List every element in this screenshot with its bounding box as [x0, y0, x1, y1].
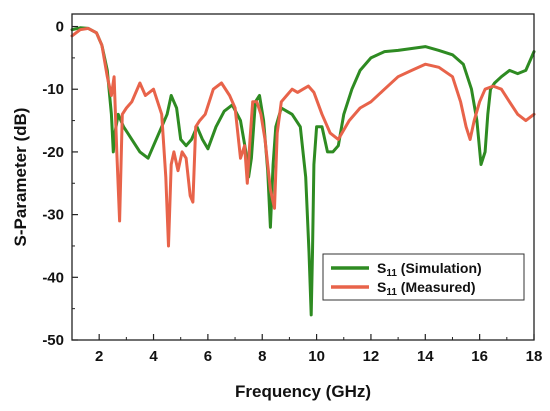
y-tick-label: -10 [42, 81, 64, 98]
y-tick-label: 0 [56, 19, 64, 36]
y-tick-label: -40 [42, 269, 64, 286]
x-tick-label: 12 [363, 348, 380, 365]
x-tick-label: 10 [308, 348, 325, 365]
y-tick-label: -20 [42, 144, 64, 161]
series-line-2 [72, 28, 534, 246]
legend: S11 (Simulation)S11 (Measured) [323, 254, 524, 300]
y-tick-label: -50 [42, 332, 64, 349]
x-tick-label: 8 [258, 348, 266, 365]
y-tick-label: -30 [42, 207, 64, 224]
x-tick-label: 18 [526, 348, 543, 365]
x-tick-label: 16 [471, 348, 488, 365]
x-tick-label: 2 [95, 348, 103, 365]
x-tick-label: 14 [417, 348, 434, 365]
x-tick-label: 4 [149, 348, 158, 365]
x-tick-label: 6 [204, 348, 212, 365]
y-axis-title: S-Parameter (dB) [11, 108, 30, 247]
x-axis-title: Frequency (GHz) [235, 382, 371, 401]
